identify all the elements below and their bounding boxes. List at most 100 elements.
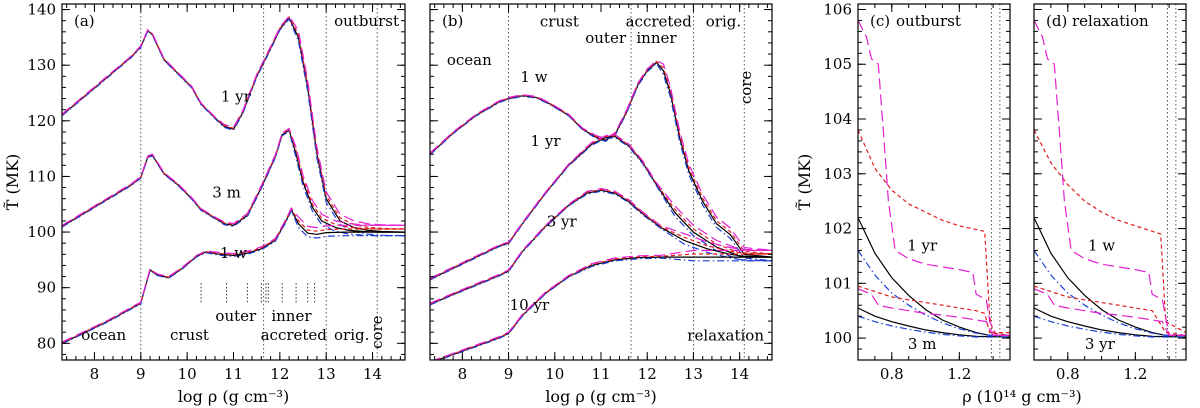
plot-frame [1033,3,1187,361]
annotation: 10 yr [510,296,550,314]
series-line-1-yr-blue [430,136,772,281]
annotation: 1 w [520,68,547,86]
series-line-3-yr-blue [430,190,772,306]
series-line-3-m-red-red [858,285,1010,336]
x-tick-label: 0.8 [1056,365,1080,383]
series-line-1-w-magenta [62,206,405,343]
series-line-1-w-magenta [430,59,772,251]
corner-title: outburst [334,12,399,30]
annotation: 1 w [220,244,247,262]
series-line-1-w-black [430,61,772,258]
annotation: ocean [81,326,126,344]
y-tick-label: 90 [37,279,56,297]
series-line-3-yr-red-red [1034,285,1186,336]
y-tick-label: 102 [823,220,852,238]
series-line-1-yr-black [430,135,772,280]
series-line-3-m-red [62,128,405,230]
x-tick-label: 12 [270,365,289,383]
series-line-1-w-red [62,207,405,344]
y-tick-label: 100 [823,329,852,347]
series-line-1-w-magenta-magenta [1034,20,1186,336]
series-line-10-yr-black [435,256,772,360]
series-line-10-yr-red [434,253,772,360]
y-tick-label: 105 [823,55,852,73]
corner-title: relaxation [687,327,764,345]
annotation: orig. [706,12,741,30]
series-line-1-yr-magenta [430,133,772,279]
y-tick-label: 101 [823,274,852,292]
y-tick-label: 120 [27,112,56,130]
annotation: inner [271,307,312,325]
x-tick-label: 10 [178,365,197,383]
series-line-10-yr-magenta [432,249,772,360]
annotation-vertical: core [737,71,755,105]
x-tick-label: 13 [317,365,336,383]
y-tick-label: 103 [823,165,852,183]
x-tick-label: 1.2 [1123,365,1147,383]
x-tick-label: 14 [730,365,749,383]
annotation: outer [215,307,257,325]
panel-label: (c) [870,12,890,30]
series-line-3-yr-magenta [430,187,772,304]
series-line-1-w-blue-blue [1034,250,1186,336]
x-tick-label: 13 [684,365,703,383]
series-line-10-yr-blue [437,257,772,360]
series-line-3-yr-black [430,189,772,305]
annotation: outer [585,29,627,47]
x-axis-label: ρ (10¹⁴ g cm⁻³) [962,387,1082,406]
x-axis-label: log ρ (g cm⁻³) [178,387,289,406]
annotation: 3 yr [547,213,578,231]
x-tick-label: 12 [638,365,657,383]
plot-frame [857,3,1011,361]
series-line-3-m-black [62,129,405,233]
panel-b: 8 9 10 11 12 13 14 (b) relaxation ocean crust accre… [429,3,773,406]
series-line-1-yr-magenta [62,15,405,226]
x-tick-label: 9 [136,365,146,383]
series-line-1-yr-red [430,134,772,280]
y-tick-label: 110 [27,167,56,185]
series-line-1-w-blue [430,62,772,262]
series-line-1-yr-magenta-magenta [858,20,1010,336]
x-tick-label: 8 [90,365,100,383]
corner-title: relaxation [1072,12,1149,30]
series-line-1-w-red-red [1034,129,1186,334]
annotation: 1 w [1088,236,1115,254]
annotation: 3 m [908,335,937,353]
y-axis-label: T̃ (MK) [795,154,814,211]
annotation: crust [170,326,209,344]
y-tick-label: 130 [27,56,56,74]
x-tick-label: 0.8 [880,365,904,383]
panel-c: 0.8 1.2 100 101 102 103 104 105 106 (c) outburst 1 … [795,0,1082,406]
series-line-3-m-magenta [62,127,405,226]
panel-label: (b) [442,12,463,30]
panel-label: (a) [74,12,95,30]
corner-title: outburst [896,12,961,30]
x-tick-label: 11 [591,365,610,383]
series-line-3-yr-red [430,188,772,305]
y-tick-label: 104 [823,110,852,128]
series-line-1-yr-red-red [858,129,1010,334]
y-axis-label: T̃ (MK) [3,154,22,211]
x-tick-label: 9 [504,365,514,383]
x-tick-label: 10 [545,365,564,383]
annotation: ocean [447,51,492,69]
panel-d: 0.8 1.2 (d) relaxation 1 w 3 yr [1033,3,1187,383]
x-tick-label: 1.2 [947,365,971,383]
x-tick-label: 8 [458,365,468,383]
series-line-3-yr-black-black [1034,307,1186,338]
panel-a: 8 9 10 11 12 13 14 80 90 100 110 120 130 140 (a) outbur… [3,1,406,406]
annotation: accreted [261,326,328,344]
annotation: 1 yr [531,132,562,150]
y-tick-label: 140 [27,1,56,19]
annotation-vertical: core [368,315,386,349]
annotation: 3 m [212,184,241,202]
series-line-3-m-magenta-magenta [858,288,1010,336]
series-line-3-yr-magenta-magenta [1034,288,1186,336]
series-line-3-m-black-black [858,307,1010,338]
series-line-1-yr-blue-blue [858,250,1010,336]
y-tick-label: 80 [37,334,56,352]
y-tick-label: 106 [823,0,852,18]
annotation: inner [636,29,677,47]
annotation: accreted [626,12,693,30]
